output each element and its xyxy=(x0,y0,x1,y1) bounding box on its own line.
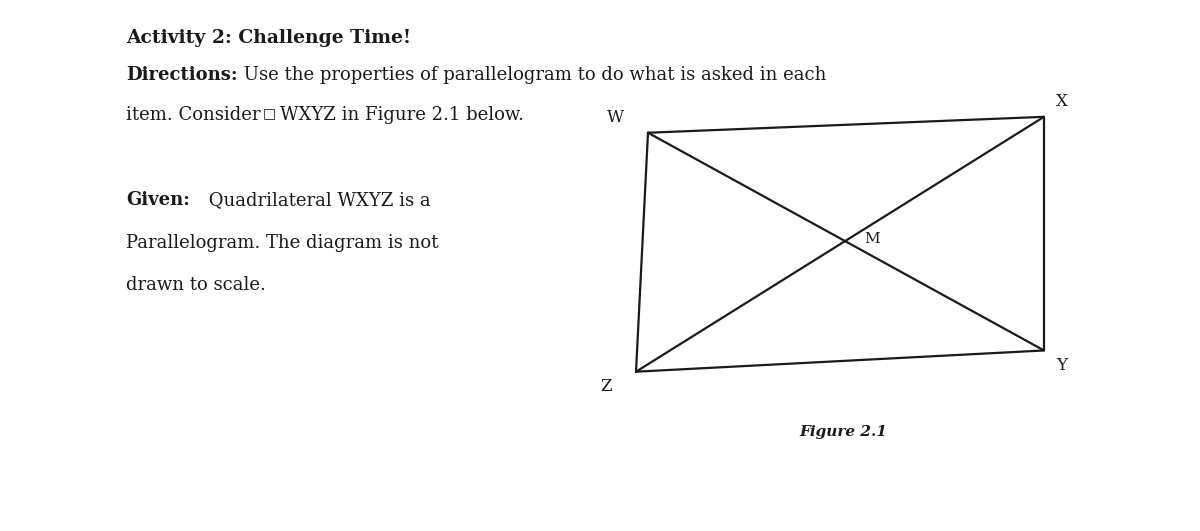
Text: Given:: Given: xyxy=(126,191,190,209)
Text: Z: Z xyxy=(600,378,612,395)
Text: drawn to scale.: drawn to scale. xyxy=(126,276,266,294)
Text: item. Consider: item. Consider xyxy=(126,106,266,124)
Text: □: □ xyxy=(263,106,276,120)
Text: Figure 2.1: Figure 2.1 xyxy=(799,425,887,439)
Text: M: M xyxy=(864,232,880,246)
Text: Use the properties of parallelogram to do what is asked in each: Use the properties of parallelogram to d… xyxy=(238,66,826,84)
Text: X: X xyxy=(1056,93,1068,110)
Text: Parallelogram. The diagram is not: Parallelogram. The diagram is not xyxy=(126,234,438,252)
Text: Y: Y xyxy=(1056,357,1067,374)
Text: Quadrilateral WXYZ is a: Quadrilateral WXYZ is a xyxy=(203,191,431,209)
Text: W: W xyxy=(607,109,624,126)
Text: WXYZ in Figure 2.1 below.: WXYZ in Figure 2.1 below. xyxy=(280,106,523,124)
Text: Activity 2: Challenge Time!: Activity 2: Challenge Time! xyxy=(126,29,412,47)
Text: Directions:: Directions: xyxy=(126,66,238,84)
